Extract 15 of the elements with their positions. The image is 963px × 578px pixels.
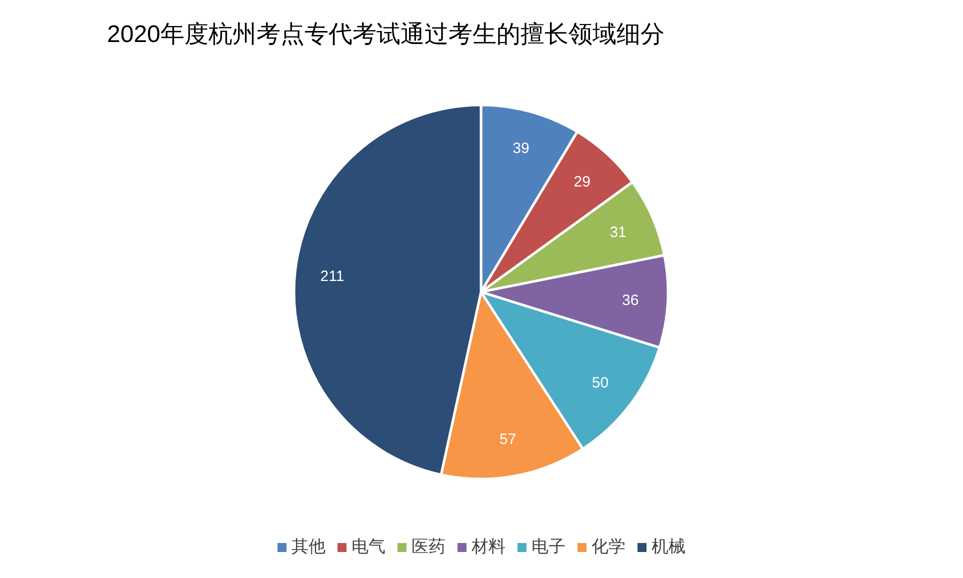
legend-label: 化学 — [592, 537, 626, 556]
chart-title: 2020年度杭州考点专代考试通过考生的擅长领域细分 — [107, 21, 664, 48]
data-label: 36 — [622, 292, 639, 309]
data-label: 39 — [512, 140, 530, 157]
data-label: 31 — [610, 224, 626, 242]
legend-label: 其他 — [292, 537, 326, 556]
legend-label: 机械 — [652, 537, 686, 556]
data-label: 50 — [592, 374, 609, 392]
legend-label: 材料 — [470, 537, 506, 556]
data-label: 211 — [320, 268, 344, 285]
legend-label: 电子 — [532, 537, 566, 556]
legend-label: 医药 — [412, 537, 446, 556]
data-label: 29 — [574, 174, 590, 191]
legend-label: 电气 — [352, 537, 386, 556]
data-label: 57 — [499, 431, 516, 448]
